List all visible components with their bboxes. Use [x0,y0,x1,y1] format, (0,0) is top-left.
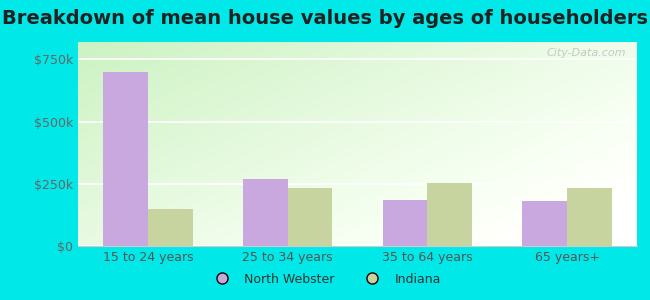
Bar [428,183,472,246]
Text: Breakdown of mean house values by ages of householders: Breakdown of mean house values by ages o… [2,9,648,28]
Bar [383,200,428,246]
Bar [243,179,287,246]
Bar [103,72,148,246]
Text: City-Data.com: City-Data.com [546,48,626,58]
Bar [148,209,192,246]
Bar [567,188,612,246]
Bar [287,188,332,246]
Legend: North Webster, Indiana: North Webster, Indiana [204,268,446,291]
Bar [523,201,567,246]
